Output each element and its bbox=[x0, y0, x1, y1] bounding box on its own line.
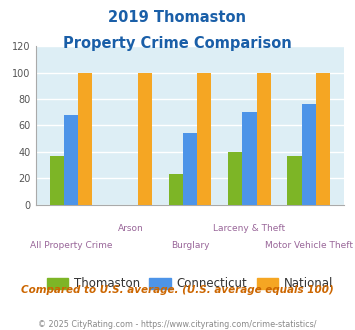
Bar bbox=[50, 156, 64, 205]
Bar bbox=[257, 73, 271, 205]
Bar bbox=[64, 115, 78, 205]
Bar bbox=[242, 112, 257, 205]
Bar bbox=[288, 156, 302, 205]
Bar bbox=[138, 73, 152, 205]
Text: Compared to U.S. average. (U.S. average equals 100): Compared to U.S. average. (U.S. average … bbox=[21, 285, 334, 295]
Legend: Thomaston, Connecticut, National: Thomaston, Connecticut, National bbox=[43, 274, 337, 294]
Text: © 2025 CityRating.com - https://www.cityrating.com/crime-statistics/: © 2025 CityRating.com - https://www.city… bbox=[38, 320, 317, 329]
Bar bbox=[228, 152, 242, 205]
Text: Burglary: Burglary bbox=[171, 241, 209, 250]
Text: All Property Crime: All Property Crime bbox=[30, 241, 112, 250]
Text: Motor Vehicle Theft: Motor Vehicle Theft bbox=[265, 241, 353, 250]
Bar bbox=[302, 104, 316, 205]
Text: Arson: Arson bbox=[118, 224, 143, 233]
Bar bbox=[183, 133, 197, 205]
Text: 2019 Thomaston: 2019 Thomaston bbox=[109, 10, 246, 25]
Text: Property Crime Comparison: Property Crime Comparison bbox=[63, 36, 292, 51]
Bar bbox=[78, 73, 92, 205]
Bar bbox=[169, 174, 183, 205]
Text: Larceny & Theft: Larceny & Theft bbox=[213, 224, 285, 233]
Bar bbox=[197, 73, 211, 205]
Bar bbox=[316, 73, 330, 205]
